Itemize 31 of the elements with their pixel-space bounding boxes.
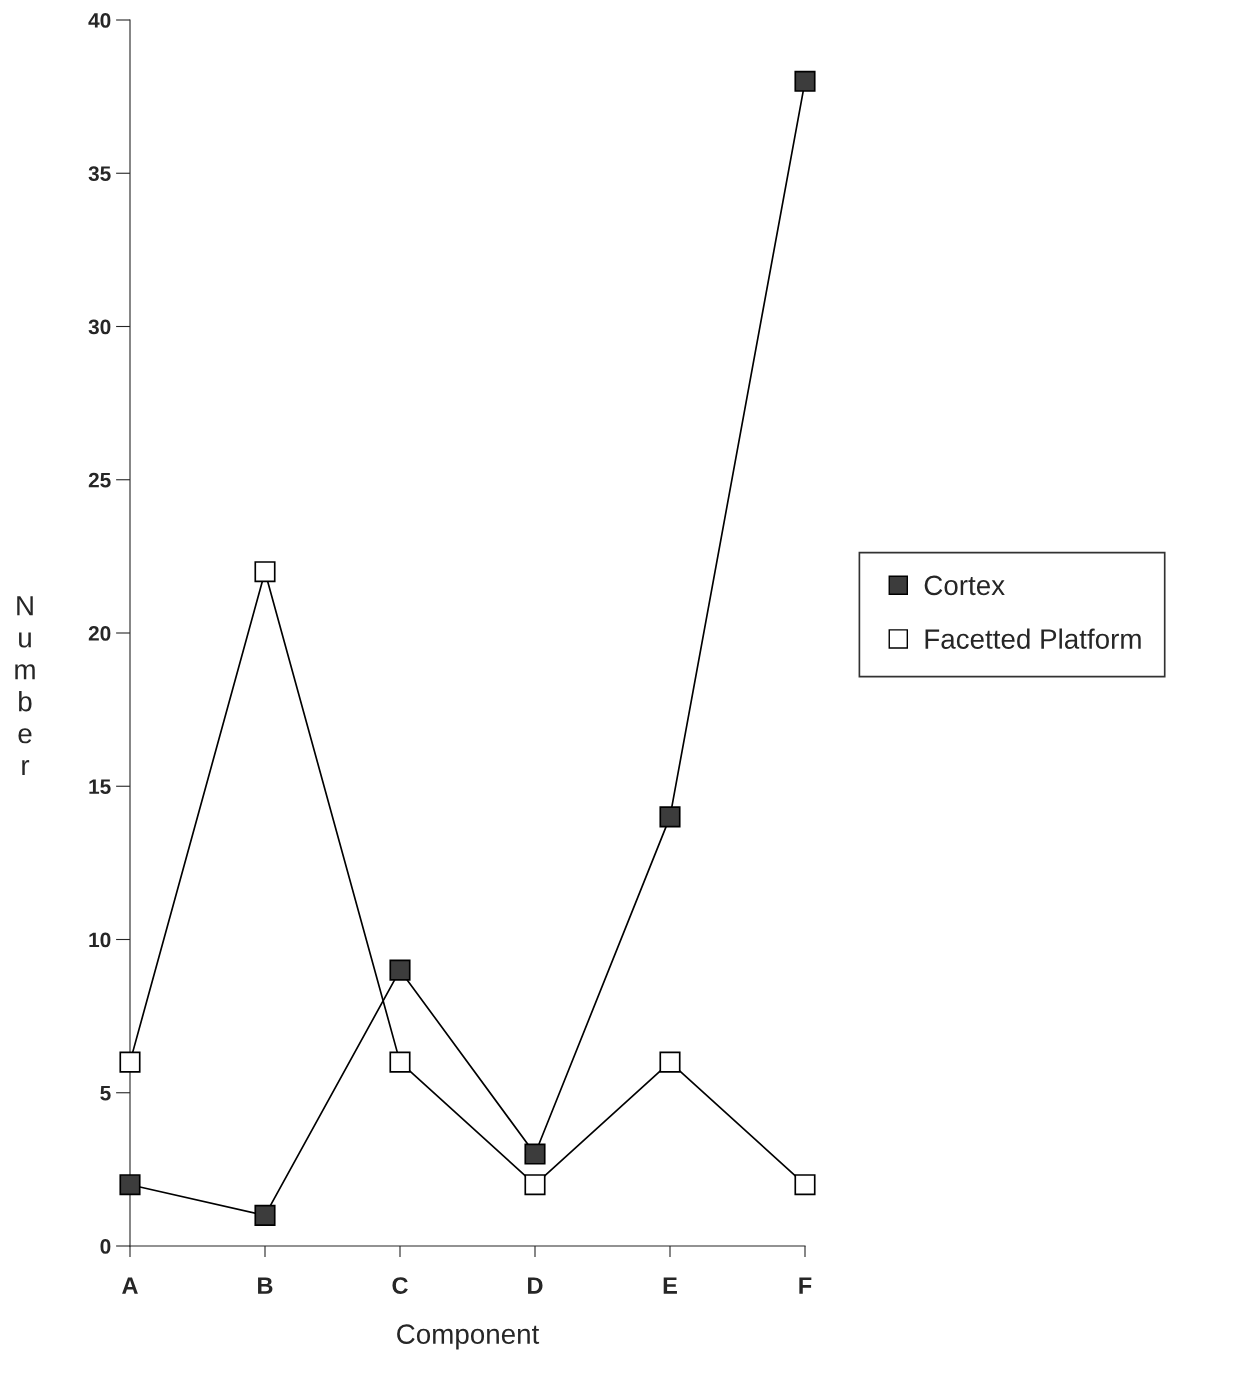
y-tick-label: 5 <box>100 1085 111 1101</box>
point <box>254 561 276 583</box>
point <box>389 1051 411 1073</box>
x-tick-label: A <box>122 1277 138 1294</box>
x-tick-label: F <box>799 1277 812 1294</box>
y-tick-label: 15 <box>89 779 111 794</box>
y-tick-label: 25 <box>88 472 111 488</box>
point <box>524 1143 546 1165</box>
x-tick-label: D <box>528 1277 543 1294</box>
y-tick-label: 0 <box>100 1239 111 1254</box>
point <box>659 1051 681 1073</box>
y-tick-label: 20 <box>88 626 111 641</box>
x-tick-label: E <box>663 1277 677 1294</box>
point <box>389 959 411 981</box>
x-tick-label: B <box>258 1277 273 1294</box>
point <box>119 1051 141 1073</box>
y-axis-title: Number <box>15 596 35 776</box>
legend-label: Facetted Platform <box>925 628 1141 649</box>
y-tick-label: 30 <box>88 319 111 335</box>
point <box>659 806 681 828</box>
point <box>119 1174 141 1196</box>
point <box>794 1174 816 1196</box>
point <box>524 1174 546 1196</box>
point <box>794 70 816 92</box>
y-tick-label: 35 <box>88 166 111 182</box>
x-tick-label: C <box>392 1277 408 1294</box>
point <box>254 1204 276 1226</box>
y-tick-label: 10 <box>89 932 111 948</box>
legend-label: Cortex <box>924 575 1005 596</box>
y-tick-label: 40 <box>88 13 111 28</box>
x-axis-title: Component <box>397 1324 540 1350</box>
